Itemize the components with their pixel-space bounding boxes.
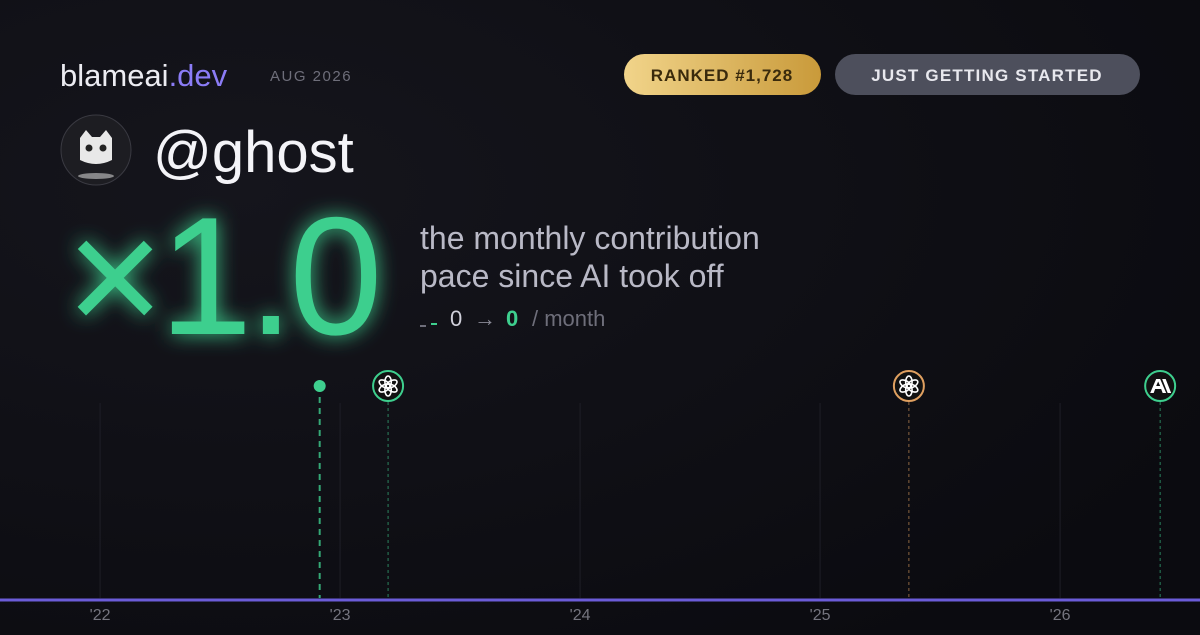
icon-petal: [378, 379, 391, 389]
date: AUG 2026: [270, 68, 352, 85]
status-badge: [835, 54, 1140, 95]
event-badge: [372, 370, 405, 402]
x-tick-label: '25: [810, 607, 831, 624]
handle: @ghost: [153, 120, 354, 185]
sparkline: [420, 323, 437, 327]
avatar: [60, 114, 132, 186]
pace-unit: / month: [532, 306, 605, 331]
rank-badge-text: RANKED #1,728: [651, 66, 793, 85]
event-dot: [313, 380, 326, 392]
x-tick-label: '23: [330, 607, 351, 624]
x-tick-label: '24: [570, 607, 591, 624]
description-line: the monthly contribution: [420, 220, 760, 256]
brand-suffix: .dev: [169, 58, 228, 93]
pace-arrow: →: [474, 306, 496, 331]
brand-name: blameai: [60, 58, 169, 93]
x-tick-label: '22: [90, 607, 111, 624]
brand: blameai.dev: [60, 58, 228, 93]
rank-badge: [624, 54, 821, 95]
event-icon: [372, 370, 405, 402]
icon-petal: [899, 379, 912, 389]
multiplier: ×1.0: [66, 182, 378, 370]
pace-after: 0: [506, 306, 518, 331]
event-icon: [892, 370, 925, 402]
pace: 0 → 0 / month: [450, 306, 605, 331]
event-badge: [892, 370, 925, 402]
status-badge-text: JUST GETTING STARTED: [871, 66, 1102, 85]
icon-glyph: [1150, 379, 1172, 393]
pace-before: 0: [450, 306, 462, 331]
x-tick-label: '26: [1050, 607, 1071, 624]
description-line: pace since AI took off: [420, 258, 724, 294]
event-icon: [1144, 370, 1177, 402]
timeline: '22 '23 '24 '25 '26: [0, 370, 1200, 624]
